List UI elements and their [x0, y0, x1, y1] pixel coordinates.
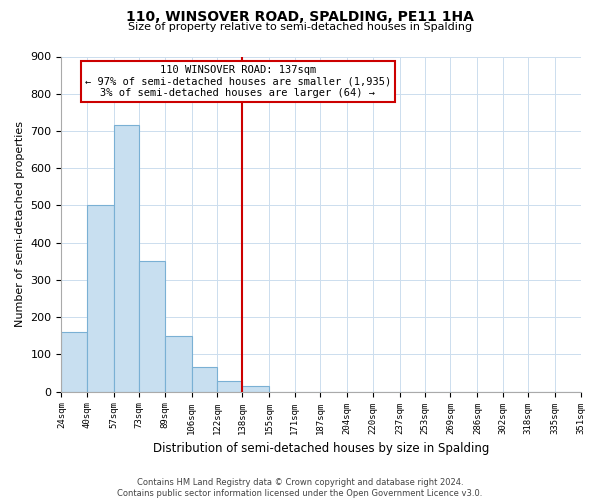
X-axis label: Distribution of semi-detached houses by size in Spalding: Distribution of semi-detached houses by … [153, 442, 489, 455]
Bar [242, 386, 269, 392]
Text: Contains HM Land Registry data © Crown copyright and database right 2024.
Contai: Contains HM Land Registry data © Crown c… [118, 478, 482, 498]
Text: Size of property relative to semi-detached houses in Spalding: Size of property relative to semi-detach… [128, 22, 472, 32]
Bar [114, 126, 139, 392]
Bar [217, 380, 242, 392]
Bar [139, 262, 164, 392]
Bar [87, 206, 114, 392]
Bar [191, 368, 217, 392]
Text: 110 WINSOVER ROAD: 137sqm
← 97% of semi-detached houses are smaller (1,935)
3% o: 110 WINSOVER ROAD: 137sqm ← 97% of semi-… [85, 65, 391, 98]
Y-axis label: Number of semi-detached properties: Number of semi-detached properties [15, 121, 25, 327]
Bar [61, 332, 87, 392]
Bar [164, 336, 191, 392]
Text: 110, WINSOVER ROAD, SPALDING, PE11 1HA: 110, WINSOVER ROAD, SPALDING, PE11 1HA [126, 10, 474, 24]
